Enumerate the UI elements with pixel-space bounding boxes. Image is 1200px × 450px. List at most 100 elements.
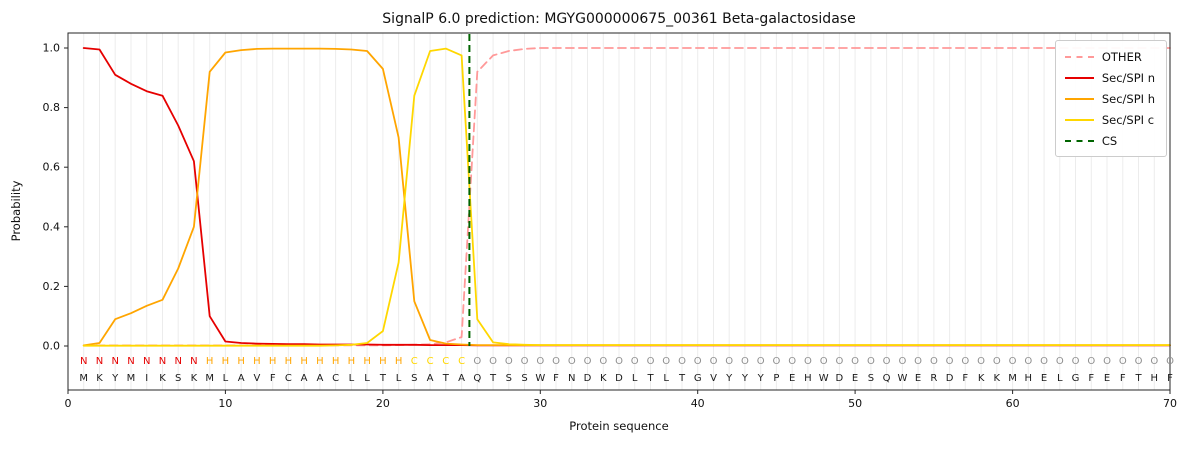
sequence-letter: G [1072,373,1080,384]
sequence-letter: T [489,373,497,384]
sequence-letter: F [1167,373,1173,384]
region-label-letter: O [1072,356,1080,367]
region-label-letter: H [348,356,356,367]
region-label-letter: C [458,356,465,367]
region-label-letter: H [316,356,324,367]
legend-entry: Sec/SPI c [1064,112,1155,127]
region-label-letter: H [237,356,245,367]
region-label-letter: O [599,356,607,367]
sequence-letter: C [332,373,339,384]
legend: OTHER Sec/SPI n Sec/SPI h Sec/SPI c CS [1054,40,1167,157]
sequence-letter: A [316,373,323,384]
sequence-letter: S [411,373,417,384]
sequence-letter: P [773,373,779,384]
sequence-letter: K [600,373,607,384]
sequence-letter: V [253,373,260,384]
region-label-letter: C [442,356,449,367]
region-label-letter: O [505,356,513,367]
region-label-letter: O [647,356,655,367]
region-label-letter: O [631,356,639,367]
sequence-letter: E [852,373,858,384]
region-label-letter: O [788,356,796,367]
region-label-letter: O [489,356,497,367]
x-tick-label: 30 [533,397,547,410]
sequence-letter: E [789,373,795,384]
sequence-letter: A [427,373,434,384]
sequence-letter: D [584,373,592,384]
region-label-letter: O [1119,356,1127,367]
x-tick-label: 0 [65,397,72,410]
region-label-letter: O [804,356,812,367]
region-label-letter: O [694,356,702,367]
region-label-letter: O [1166,356,1174,367]
series-sec-spi-n [82,47,1171,347]
sequence-letter: N [568,373,575,384]
legend-line-sample [1064,76,1094,79]
sequence-letter: K [191,373,198,384]
x-tick-label: 40 [691,397,705,410]
chart-title: SignalP 6.0 prediction: MGYG000000675_00… [382,11,856,27]
sequence-letter: D [946,373,954,384]
region-label-letter: O [914,356,922,367]
x-tick-label: 10 [218,397,232,410]
legend-entry-label: OTHER [1101,49,1142,64]
region-label-letter: O [883,356,891,367]
sequence-letter: W [897,373,907,384]
sequence-letter: M [205,373,214,384]
legend-line-sample [1064,118,1094,121]
y-tick-label: 0.4 [43,220,61,233]
sequence-letter: Q [473,373,481,384]
sequence-letter: E [1041,373,1047,384]
sequence-letter: F [1088,373,1094,384]
sequence-letter: Y [741,373,749,384]
region-label-letter: O [662,356,670,367]
sequence-letter: W [819,373,829,384]
sequence-letter: L [396,373,402,384]
x-tick-label: 70 [1163,397,1177,410]
region-label-letter: N [159,356,166,367]
region-label-letter: O [741,356,749,367]
region-label-letter: O [820,356,828,367]
x-tick-label: 20 [376,397,390,410]
sequence-letter: L [364,373,370,384]
x-tick-label: 60 [1006,397,1020,410]
sequence-letter: H [1025,373,1033,384]
region-label-letter: N [190,356,197,367]
region-label-letter: O [867,356,875,367]
region-label-letter: H [285,356,293,367]
region-label-letter: H [363,356,371,367]
region-label-letter: O [584,356,592,367]
region-label-letter: N [143,356,150,367]
region-label-letter: O [946,356,954,367]
sequence-letter: E [915,373,921,384]
sequence-letter: S [175,373,181,384]
x-tick-label: 50 [848,397,862,410]
sequence-letter: I [145,373,148,384]
region-label-letter: O [851,356,859,367]
axes-frame [67,32,1171,391]
sequence-letter: M [79,373,88,384]
sequence-letter: A [458,373,465,384]
region-label-letter: O [1024,356,1032,367]
legend-entry-label: Sec/SPI c [1101,112,1155,127]
y-tick-label: 0.6 [43,161,61,174]
region-label-letter: O [977,356,985,367]
region-label-letter: N [127,356,134,367]
legend-line-sample [1064,139,1094,142]
region-label-letter: H [269,356,277,367]
sequence-letter: K [96,373,103,384]
legend-entry-label: Sec/SPI h [1101,91,1155,106]
y-tick-label: 1.0 [43,42,61,55]
region-label-letter: O [615,356,623,367]
region-label-letter: O [536,356,544,367]
region-label-letter: C [427,356,434,367]
sequence-letter: L [1057,373,1063,384]
sequence-letter: L [663,373,669,384]
region-label-letter: O [1009,356,1017,367]
region-label-letter: O [961,356,969,367]
sequence-letter: M [127,373,136,384]
sequence-letter: S [868,373,874,384]
sequence-letter: K [978,373,985,384]
